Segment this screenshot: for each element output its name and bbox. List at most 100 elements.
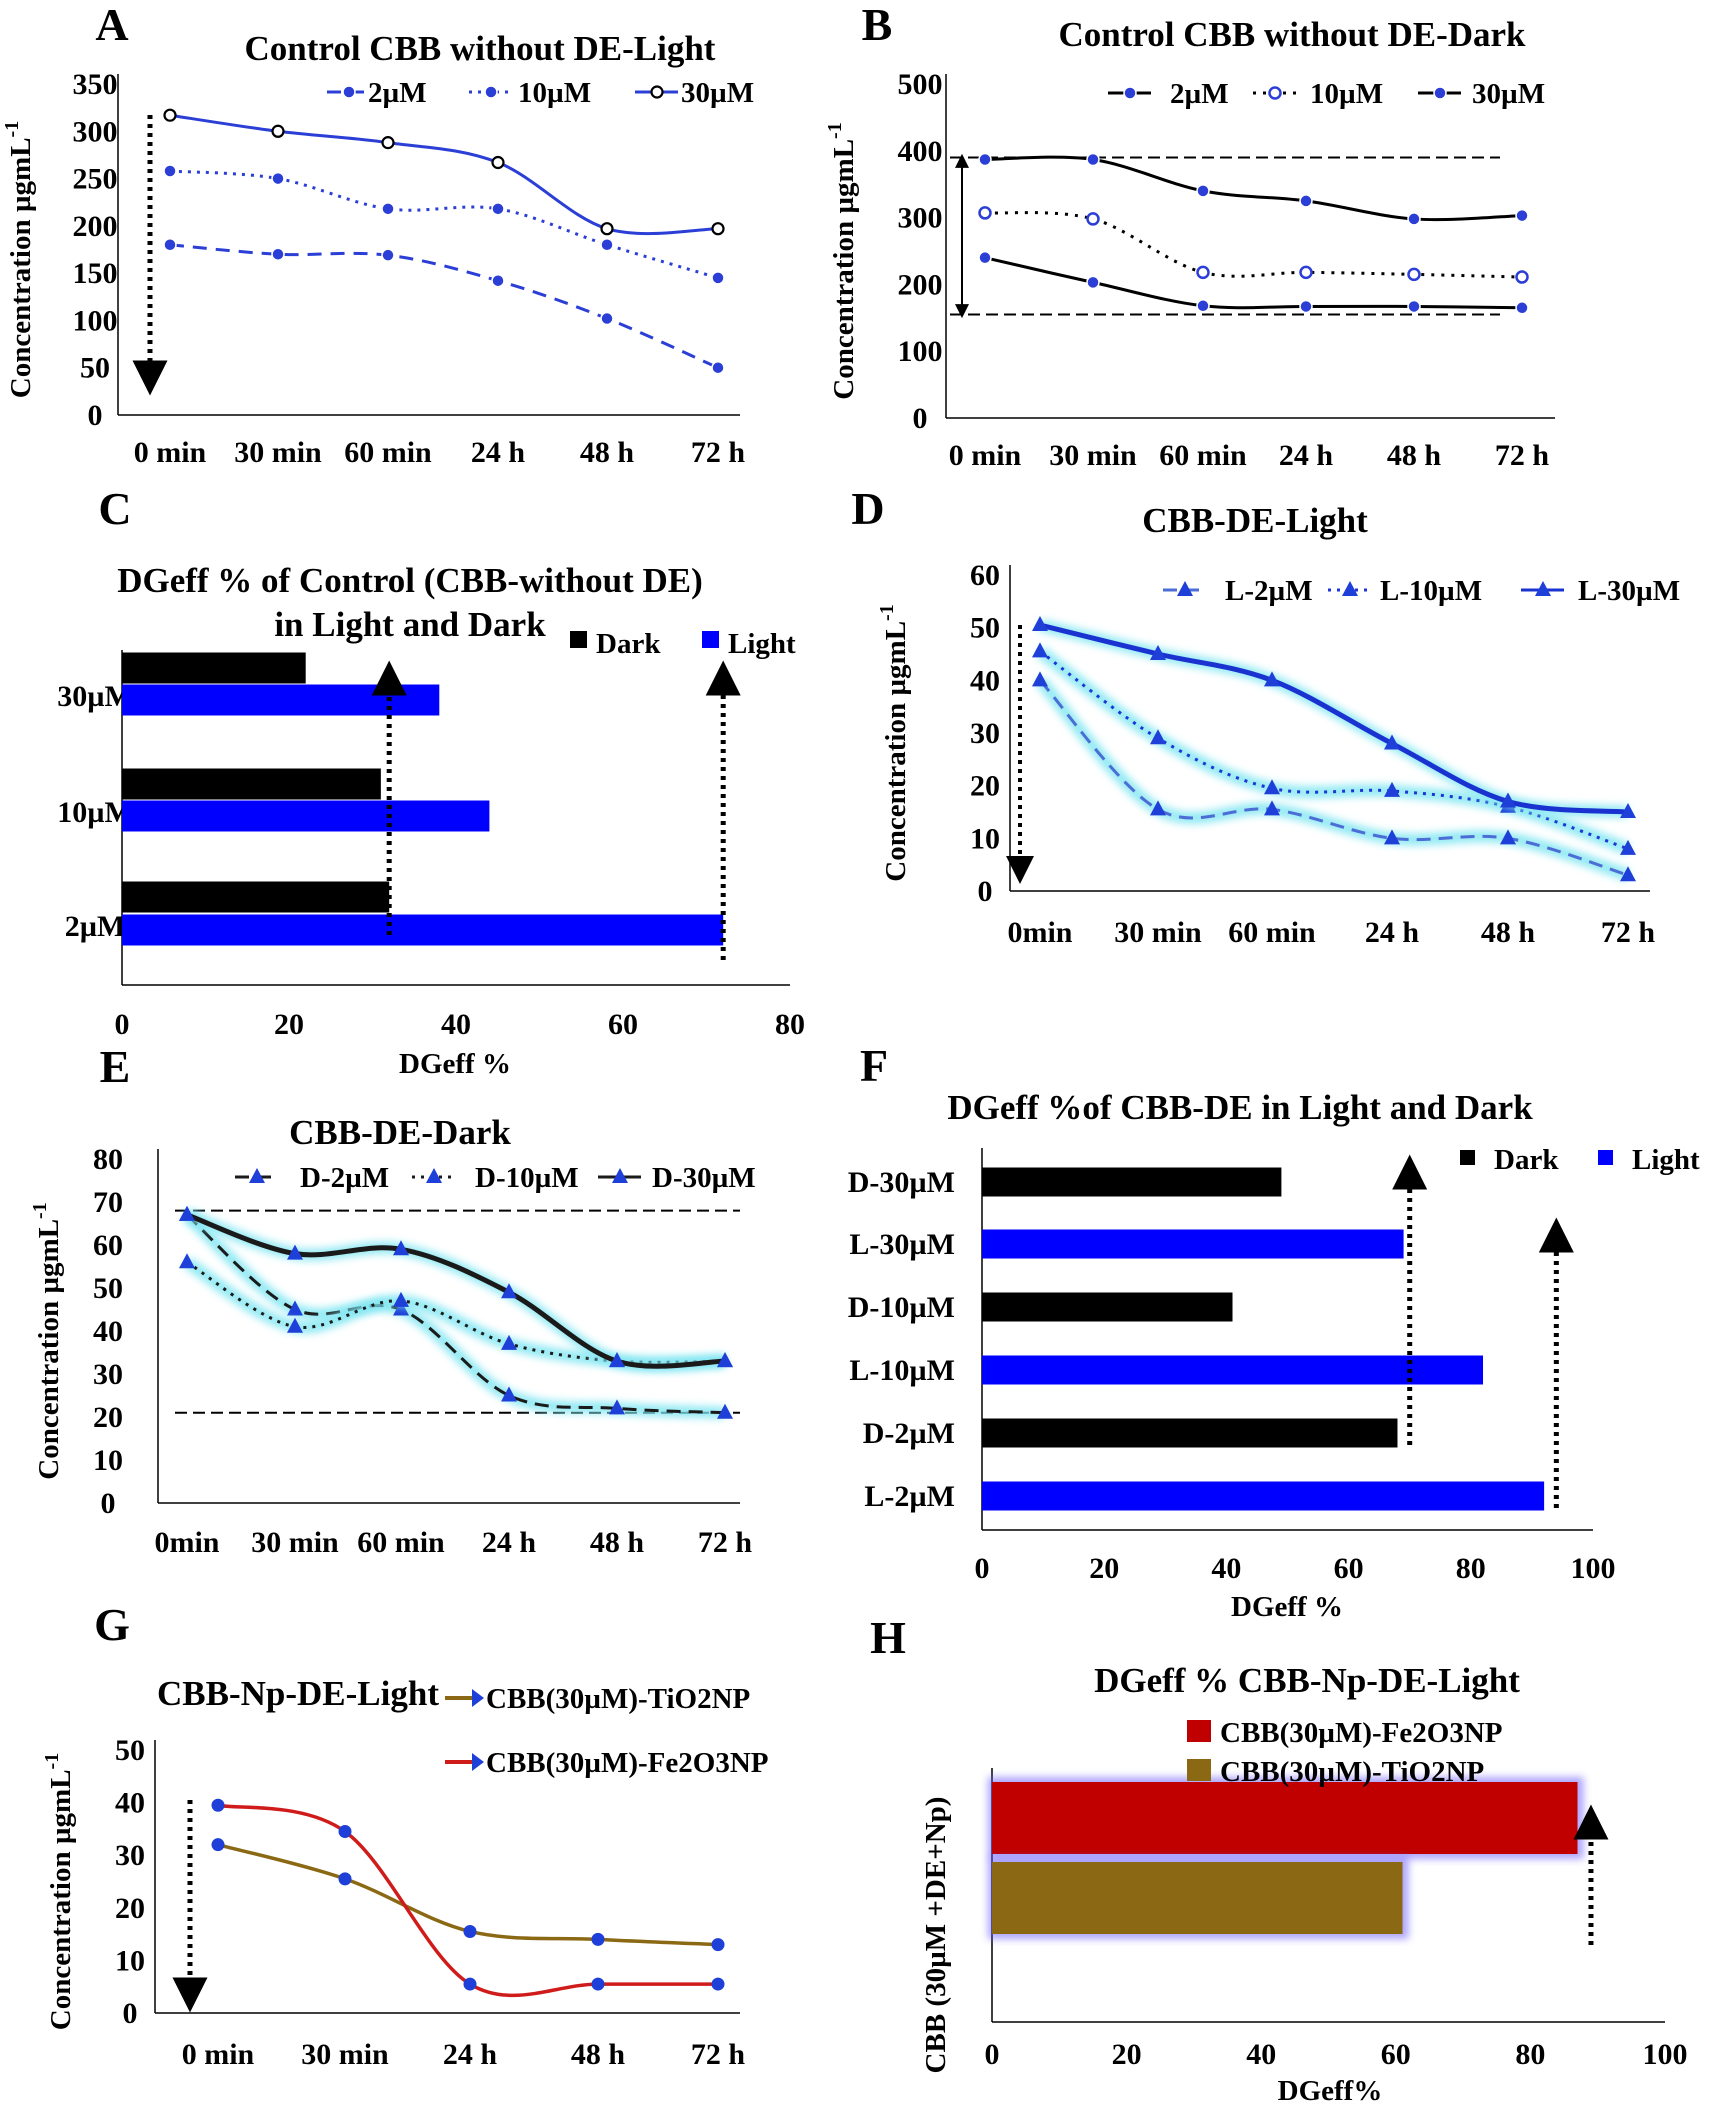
panel-d-series-0-point-5 <box>1620 866 1636 882</box>
panel-d-title: CBB-DE-Light <box>1142 501 1368 540</box>
panel-d-series-2-point-0 <box>1032 616 1048 632</box>
panel-g-legend-marker-1 <box>472 1753 484 1771</box>
panel-f-letter: F <box>860 1040 888 1091</box>
panel-g-x-tick-1: 30 min <box>301 2038 389 2071</box>
panel-f-legend-swatch-1 <box>1598 1150 1613 1165</box>
panel-b-x-tick-1: 30 min <box>1049 439 1137 472</box>
panel-f-legend-label-1: Light <box>1632 1144 1700 1176</box>
panel-a-series-0-line <box>169 243 719 370</box>
panel-d-series-1-point-2 <box>1264 779 1280 795</box>
panel-d-y-axis-label-text: Concentration µgmL <box>880 621 912 882</box>
panel-b-series-1-point-2 <box>1196 265 1210 280</box>
panel-g-legend-label-1: CBB(30µM)-Fe2O3NP <box>486 1747 768 1779</box>
panel-f-x-tick-3: 60 <box>1334 1552 1364 1585</box>
panel-d-series-0-point-4 <box>1500 829 1516 845</box>
panel-d-series-0-point-3 <box>1384 829 1400 845</box>
panel-e-legend-marker-0 <box>249 1168 265 1183</box>
panel-a-y-tick-0: 0 <box>88 399 103 432</box>
panel-a-series-0-point-4 <box>600 311 614 326</box>
panel-c-x-tick-3: 60 <box>608 1008 638 1041</box>
panel-h: H DGeff % CBB-Np-DE-Light 0 20 40 60 80 100 DGef… <box>870 1612 1687 2107</box>
panel-h-legend-label-1: CBB(30µM)-TiO2NP <box>1220 1756 1484 1788</box>
panel-h-bar-1 <box>992 1862 1403 1934</box>
panel-e-legend-marker-2 <box>612 1168 628 1183</box>
panel-h-x-tick-4: 80 <box>1515 2038 1545 2071</box>
panel-d-y-tick-4: 40 <box>970 664 1000 697</box>
panel-b-series-0-point-2 <box>1196 299 1210 313</box>
panel-c-x-axis-label: DGeff % <box>399 1048 511 1080</box>
panel-e-series-2-point-3 <box>501 1283 517 1299</box>
panel-d-series-2-point-3 <box>1384 734 1400 750</box>
panel-d-y-tick-5: 50 <box>970 612 1000 645</box>
panel-g-series-1-point-1 <box>338 1825 352 1839</box>
panel-h-x-tick-5: 100 <box>1643 2038 1688 2071</box>
panel-d-legend-marker-1 <box>1342 581 1358 596</box>
panel-g-y-tick-4: 40 <box>115 1787 145 1820</box>
panel-a-x-tick-0: 0 min <box>134 436 207 469</box>
panel-h-legend-label-0: CBB(30µM)-Fe2O3NP <box>1220 1717 1502 1749</box>
panel-a-series-2-point-3 <box>491 155 505 170</box>
panel-a-series-0-point-0 <box>163 238 177 252</box>
panel-e-series-2-point-4 <box>609 1352 625 1368</box>
panel-b-series-0-line <box>984 256 1523 310</box>
panel-e-x-tick-3: 24 h <box>482 1526 537 1559</box>
panel-a-legend-label-2: 30µM <box>681 77 754 109</box>
panel-e-y-tick-4: 40 <box>93 1315 123 1348</box>
panel-b-legend-marker-0 <box>1123 86 1137 100</box>
panel-a-y-tick-4: 200 <box>73 210 118 243</box>
panel-g-legend-label-0: CBB(30µM)-TiO2NP <box>486 1683 750 1715</box>
panel-f-category-1: L-30µM <box>849 1228 955 1261</box>
panel-c-x-tick-0: 0 <box>115 1008 130 1041</box>
panel-e-series-2-line <box>186 1212 726 1369</box>
panel-g-series-1-point-3 <box>591 1977 605 1991</box>
panel-b-y-axis-label-text: Concentration µgmL <box>828 139 860 400</box>
panel-d-legend-marker-0 <box>1177 581 1193 596</box>
panel-b-y-tick-5: 500 <box>898 68 943 101</box>
panel-a-series-2-point-2 <box>381 136 395 150</box>
panel-e-x-tick-0: 0min <box>154 1526 219 1559</box>
panel-c-bar-light-0 <box>122 684 440 716</box>
panel-d-series-2-point-2 <box>1264 671 1280 687</box>
panel-f-x-tick-4: 80 <box>1456 1552 1486 1585</box>
panel-d-y-tick-2: 20 <box>970 770 1000 803</box>
panel-e-series-0-point-4 <box>609 1399 625 1415</box>
panel-e: E CBB-DE-Dark Concentration µgmL-1 0 10 20 30 4… <box>29 1041 756 1559</box>
panel-a-legend-marker-2 <box>650 85 664 99</box>
panel-h-legend-swatch-0 <box>1187 1720 1211 1742</box>
panel-b: B Control CBB without DE-Dark Concentratio… <box>824 0 1555 472</box>
panel-h-bar-0 <box>992 1782 1578 1854</box>
panel-d-series-1-point-5 <box>1620 839 1636 855</box>
panel-g-y-axis-label-sup: -1 <box>41 1753 63 1770</box>
panel-a-x-tick-4: 48 h <box>580 436 635 469</box>
panel-e-y-axis-label-text: Concentration µgmL <box>33 1219 65 1480</box>
panel-g: G CBB-Np-DE-Light Concentration µgmL-1 0 10 2… <box>41 1599 768 2071</box>
panel-a-x-tick-5: 72 h <box>691 436 746 469</box>
panel-b-x-tick-3: 24 h <box>1279 439 1334 472</box>
panel-e-series-2-point-0 <box>179 1205 195 1221</box>
panel-a-y-axis-label-text: Concentration µgmL <box>5 137 37 398</box>
panel-f-category-4: D-2µM <box>863 1417 955 1450</box>
panel-b-series-0-point-3 <box>1299 299 1313 314</box>
panel-b-series-2-point-3 <box>1299 194 1313 208</box>
panel-e-y-tick-1: 10 <box>93 1444 123 1477</box>
panel-e-x-tick-1: 30 min <box>251 1526 339 1559</box>
panel-e-y-tick-8: 80 <box>93 1143 123 1176</box>
panel-g-y-tick-0: 0 <box>123 1997 138 2030</box>
panel-e-x-tick-2: 60 min <box>357 1526 445 1559</box>
panel-a-series-2-point-5 <box>711 222 725 236</box>
panel-a-y-axis-label: Concentration µgmL-1 <box>1 121 37 398</box>
panel-h-title-0: DGeff % CBB-Np-DE-Light <box>1094 1661 1520 1700</box>
panel-d-x-tick-1: 30 min <box>1114 916 1202 949</box>
panel-a-x-tick-3: 24 h <box>471 436 526 469</box>
panel-b-y-tick-1: 100 <box>898 335 943 368</box>
panel-d-series-0-line <box>1038 679 1629 877</box>
panel-a-series-1-point-5 <box>711 271 725 285</box>
panel-d-legend-label-0: L-2µM <box>1225 575 1313 607</box>
panel-b-y-tick-3: 300 <box>898 202 943 235</box>
panel-a-y-tick-6: 300 <box>73 115 118 148</box>
panel-a-series-1-line <box>169 169 719 280</box>
panel-b-legend-label-0: 2µM <box>1170 78 1229 110</box>
panel-b-series-1-line <box>984 211 1523 279</box>
panel-e-series-0-point-5 <box>717 1403 733 1419</box>
